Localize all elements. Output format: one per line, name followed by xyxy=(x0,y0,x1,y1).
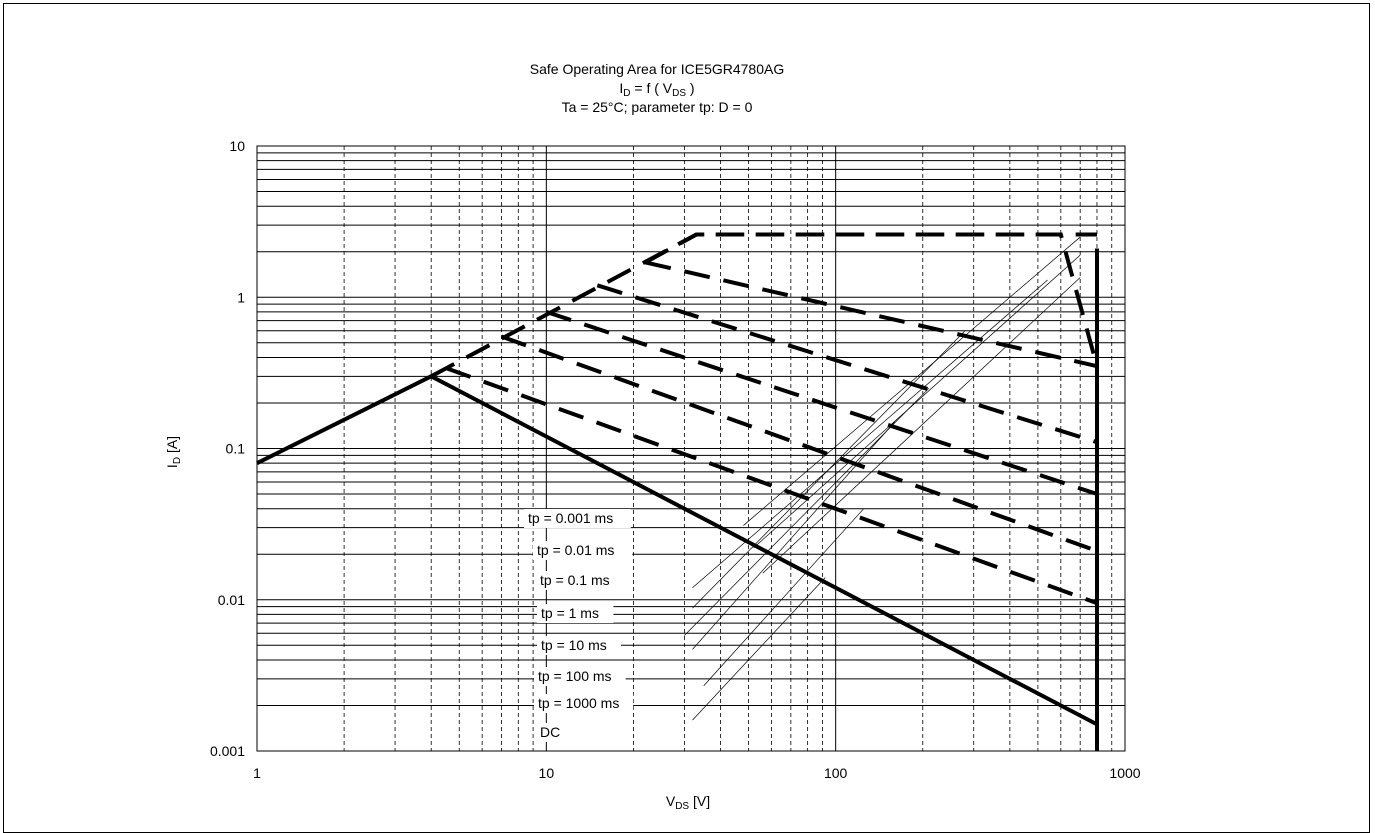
y-tick-label: 10 xyxy=(229,138,245,154)
y-tick-label: 1 xyxy=(237,289,245,305)
series-tp-1000-ms xyxy=(445,366,1098,605)
tick-labels: 1 10 100 1000 0.001 0.01 0.1 1 10 xyxy=(210,138,1141,781)
legend-label: tp = 0.01 ms xyxy=(537,542,614,558)
y-axis-label-sub: D xyxy=(172,457,183,464)
y-axis-label: ID [A] xyxy=(164,436,183,468)
x-axis-label: VDS [V] xyxy=(666,793,710,812)
legend-leader-line xyxy=(692,279,1048,589)
series-layer xyxy=(256,232,1099,751)
y-tick-label: 0.1 xyxy=(226,441,246,457)
legend-label-bg xyxy=(537,604,614,623)
y-tick-label: 0.001 xyxy=(210,743,245,759)
chart-subtitle-1: ID = f ( VDS ) xyxy=(619,80,694,99)
x-tick-label: 10 xyxy=(539,765,555,781)
legend-label: tp = 1000 ms xyxy=(538,695,619,711)
legend-label: tp = 10 ms xyxy=(541,637,607,653)
legend-label: DC xyxy=(540,724,560,740)
legend-label: tp = 0.1 ms xyxy=(540,572,610,588)
legend-leader-line xyxy=(762,277,1081,574)
legend-label-bg xyxy=(524,509,631,528)
legend-leader-line xyxy=(743,236,1081,526)
y-axis-label-main: I xyxy=(164,464,180,468)
legend: tp = 0.001 ms tp = 0.01 ms tp = 0.1 ms tp =… xyxy=(524,509,634,742)
subtitle-1-sub: D xyxy=(623,88,630,99)
subtitle-1-main: I xyxy=(619,80,623,96)
legend-leader-line xyxy=(753,254,1081,549)
y-axis-label-rest: [A] xyxy=(164,436,180,457)
x-axis-label-main: V xyxy=(666,793,676,809)
series-tp-100-ms xyxy=(500,334,1098,553)
series-tp-10-ms xyxy=(545,310,1098,496)
x-axis-label-sub: DS xyxy=(675,801,689,812)
legend-label: tp = 0.001 ms xyxy=(528,510,613,526)
legend-label-bg xyxy=(534,694,634,713)
x-tick-label: 1 xyxy=(253,765,261,781)
series-tp-0-01-ms xyxy=(644,232,1099,367)
legend-label-bg xyxy=(533,541,633,560)
x-tick-label: 100 xyxy=(824,765,848,781)
y-tick-label: 0.01 xyxy=(218,592,245,608)
subtitle-1-tail: ) xyxy=(686,80,695,96)
legend-label-bg xyxy=(534,667,626,686)
legend-leader-line xyxy=(692,577,826,721)
legend-leader-line xyxy=(692,330,966,609)
legend-label-bg xyxy=(537,636,621,655)
legend-leader-line xyxy=(703,508,864,686)
x-axis-label-rest: [V] xyxy=(689,793,710,809)
subtitle-1-rest: = f ( V xyxy=(631,80,673,96)
legend-label: tp = 100 ms xyxy=(538,668,612,684)
subtitle-1-sub2: DS xyxy=(672,88,686,99)
grid xyxy=(256,145,1126,752)
series-tp-1-ms xyxy=(596,283,1098,445)
series-dc xyxy=(256,374,1098,727)
legend-leader-line xyxy=(692,421,895,650)
chart-subtitle-2: Ta = 25°C; parameter tp: D = 0 xyxy=(562,99,753,115)
soa-chart: tp = 0.001 ms tp = 0.01 ms tp = 0.1 ms tp =… xyxy=(164,61,1141,812)
leader-layer xyxy=(684,236,1081,721)
x-tick-label: 1000 xyxy=(1109,765,1140,781)
legend-label-bg xyxy=(536,571,628,590)
legend-label-bg xyxy=(536,723,560,742)
legend-label: tp = 1 ms xyxy=(541,605,599,621)
chart-title: Safe Operating Area for ICE5GR4780AG xyxy=(530,61,784,77)
